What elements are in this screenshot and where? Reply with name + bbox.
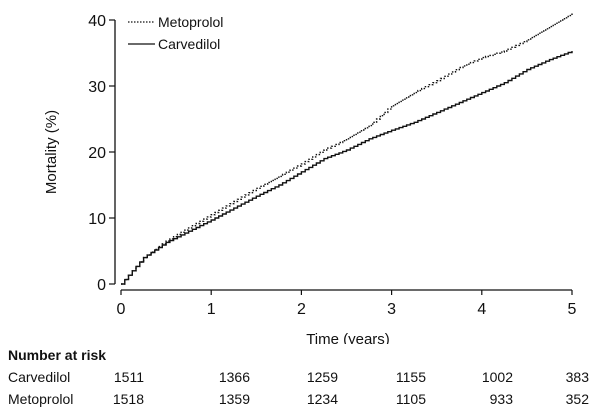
risk-row-metoprolol: Metoprolol 1518 1359 1234 1105 933 352 [8,388,589,410]
legend: Metoprolol Carvedilol [128,14,223,52]
series-line-metoprolol [121,13,573,285]
y-tick-label: 20 [88,145,106,162]
risk-cell: 1105 [395,391,426,407]
axes: 0 1 2 3 4 5 0 10 20 30 40 [88,13,576,318]
y-tick-label: 40 [88,13,106,30]
risk-cell: 933 [489,391,513,407]
risk-cell: 352 [565,391,589,407]
x-tick-label: 3 [387,301,396,318]
number-at-risk-table: Number at risk Carvedilol 1511 1366 1259… [8,344,589,410]
risk-cell: 1259 [306,369,338,385]
y-tick-label: 30 [88,79,106,96]
x-tick-label: 2 [297,301,306,318]
x-tick-label: 5 [568,301,577,318]
risk-cell: 1518 [112,391,144,407]
risk-table-title: Number at risk [8,347,107,363]
y-axis-title: Mortality (%) [43,110,60,194]
legend-label-carvedilol: Carvedilol [158,36,220,52]
risk-cell: 1234 [306,391,338,407]
risk-cell: 1002 [481,369,513,385]
series-line-carvedilol [121,51,573,285]
risk-cell: 383 [565,369,589,385]
risk-cell: 1366 [218,369,250,385]
risk-row-label: Carvedilol [8,369,71,385]
series-layer [121,13,573,285]
x-axis-title: Time (years) [306,331,390,344]
y-tick-label: 0 [97,277,106,294]
x-tick-label: 0 [117,301,126,318]
x-tick-label: 1 [207,301,216,318]
risk-cell: 1155 [395,369,426,385]
x-tick-label: 4 [477,301,486,318]
legend-label-metoprolol: Metoprolol [158,14,223,30]
risk-row-carvedilol: Carvedilol 1511 1366 1259 1155 1002 383 [8,366,589,388]
risk-row-label: Metoprolol [8,391,74,407]
y-tick-label: 10 [88,211,106,228]
risk-cell: 1511 [113,369,144,385]
risk-cell: 1359 [218,391,250,407]
mortality-chart: 0 1 2 3 4 5 0 10 20 30 40 Metoprolol Carvedilol Tim… [43,13,577,344]
